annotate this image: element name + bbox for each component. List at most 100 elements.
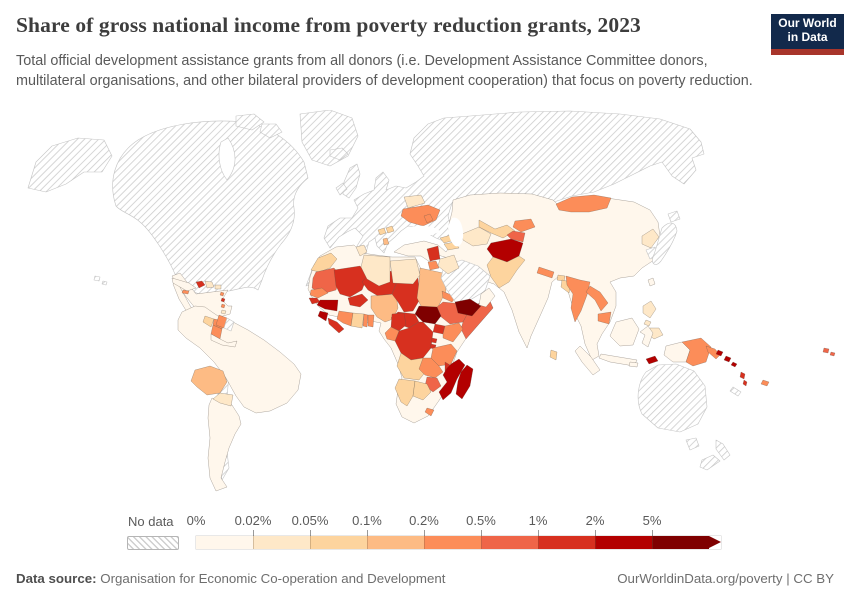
region-uk-no-data[interactable] (342, 163, 361, 199)
country-jordan[interactable] (427, 260, 440, 271)
legend-segment[interactable] (595, 536, 652, 549)
country-mozambique[interactable] (438, 358, 466, 401)
country-argentina[interactable] (207, 397, 242, 492)
country-vanuatu-1[interactable] (739, 371, 746, 380)
country-antilles-2[interactable] (220, 297, 226, 303)
region-canada-usa-no-data[interactable] (112, 120, 309, 295)
country-liberia[interactable] (327, 317, 345, 334)
country-philippines-luzon[interactable] (642, 300, 657, 319)
legend-segment[interactable] (253, 536, 310, 549)
country-haiti[interactable] (195, 280, 206, 289)
country-solomon-islands-1[interactable] (715, 349, 724, 357)
country-guinea[interactable] (316, 299, 339, 312)
country-samoa-1[interactable] (822, 347, 830, 354)
country-belarus[interactable] (403, 194, 426, 209)
country-indonesia-lesser-sunda[interactable] (628, 361, 639, 368)
country-chad[interactable] (391, 277, 421, 313)
country-timor-leste[interactable] (645, 355, 659, 365)
owid-url-link[interactable]: OurWorldinData.org/poverty (617, 571, 783, 586)
country-indonesia-borneo[interactable] (609, 317, 640, 347)
country-cambodia[interactable] (597, 311, 612, 325)
region-tasmania-no-data[interactable] (685, 437, 700, 451)
country-nepal[interactable] (536, 266, 555, 279)
legend-segment[interactable] (652, 536, 709, 549)
country-dominican-republic[interactable] (204, 280, 215, 289)
country-senegal[interactable] (309, 287, 329, 299)
legend-segment[interactable] (310, 536, 367, 549)
country-taiwan[interactable] (647, 277, 656, 287)
country-cameroon[interactable] (390, 312, 407, 332)
country-moldova[interactable] (423, 213, 434, 224)
country-mauritania[interactable] (311, 267, 342, 295)
country-cote-divoire[interactable] (336, 310, 354, 327)
country-zambia[interactable] (418, 357, 444, 379)
country-vanuatu-2[interactable] (742, 379, 748, 387)
country-yemen[interactable] (454, 298, 482, 317)
region-japan-no-data[interactable] (652, 222, 678, 265)
country-north-korea[interactable] (641, 228, 660, 249)
region-australia-no-data[interactable] (637, 363, 708, 433)
country-madagascar[interactable] (455, 364, 474, 400)
region-south-america[interactable] (177, 305, 302, 414)
owid-logo[interactable]: Our World in Data (771, 14, 844, 55)
country-philippines-visayas[interactable] (643, 319, 652, 327)
legend-segment[interactable] (481, 536, 538, 549)
region-new-caledonia-no-data[interactable] (729, 386, 742, 397)
region-french-guiana-no-data[interactable] (223, 317, 235, 332)
country-kyrgyzstan[interactable] (512, 218, 536, 233)
country-bosnia[interactable] (377, 227, 387, 236)
country-mongolia[interactable] (555, 194, 612, 213)
region-hawaii-no-data[interactable] (93, 275, 108, 286)
country-togo[interactable] (362, 313, 369, 328)
country-benin[interactable] (367, 314, 375, 328)
country-myanmar[interactable] (565, 275, 591, 323)
country-indonesia-sumatra[interactable] (574, 345, 601, 376)
country-botswana[interactable] (412, 380, 432, 401)
country-rwanda[interactable] (430, 337, 438, 344)
country-angola[interactable] (396, 352, 428, 381)
country-papua-new-guinea[interactable] (681, 337, 712, 367)
country-png-new-britain[interactable] (705, 345, 721, 360)
country-sri-lanka[interactable] (549, 349, 558, 361)
country-fiji[interactable] (760, 379, 770, 387)
region-ireland-no-data[interactable] (335, 182, 348, 196)
country-kenya[interactable] (442, 322, 464, 343)
country-albania[interactable] (382, 237, 390, 246)
country-trinidad[interactable] (220, 309, 227, 315)
country-lesotho[interactable] (424, 407, 435, 417)
region-arctic-islands2-no-data[interactable] (259, 123, 283, 139)
no-data-swatch[interactable] (127, 536, 179, 550)
country-solomon-islands-2[interactable] (723, 355, 732, 363)
country-egypt[interactable] (389, 258, 421, 285)
region-alaska-no-data[interactable] (27, 137, 113, 193)
region-iceland-no-data[interactable] (329, 147, 349, 161)
country-samoa-2[interactable] (829, 351, 836, 357)
country-bolivia[interactable] (190, 365, 228, 396)
country-antilles-1[interactable] (219, 291, 225, 297)
country-antilles-3[interactable] (220, 303, 226, 309)
country-iraq[interactable] (437, 254, 460, 275)
legend-segment[interactable] (424, 536, 481, 549)
country-pakistan[interactable] (486, 255, 526, 289)
country-solomon-islands-3[interactable] (730, 361, 738, 368)
country-laos[interactable] (585, 285, 609, 312)
country-libya[interactable] (360, 254, 391, 287)
region-greenland-no-data[interactable] (299, 109, 359, 167)
region-arctic-islands-no-data[interactable] (235, 113, 265, 131)
country-tajikistan[interactable] (506, 230, 526, 243)
country-jamaica[interactable] (181, 289, 190, 295)
country-morocco[interactable] (310, 252, 338, 273)
country-serbia[interactable] (385, 225, 395, 234)
country-puerto-rico[interactable] (214, 284, 222, 290)
country-congo[interactable] (384, 326, 400, 342)
country-oman[interactable] (478, 287, 496, 308)
country-burkina-faso[interactable] (347, 293, 369, 308)
country-cuba[interactable] (171, 277, 197, 292)
legend-segment[interactable] (367, 536, 424, 549)
country-paraguay[interactable] (212, 392, 234, 407)
region-new-zealand-north-no-data[interactable] (715, 439, 731, 461)
region-hokkaido-no-data[interactable] (667, 210, 681, 223)
country-sierra-leone[interactable] (317, 310, 329, 322)
legend-segment[interactable] (196, 536, 253, 549)
country-tunisia[interactable] (355, 244, 368, 257)
